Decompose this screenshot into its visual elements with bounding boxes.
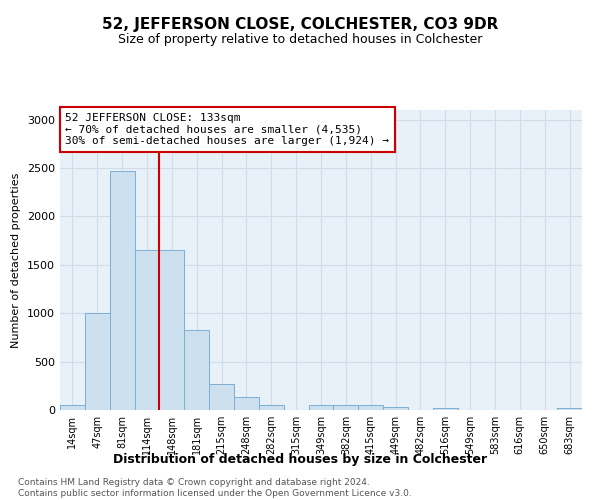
Bar xyxy=(209,384,234,410)
Bar xyxy=(334,405,358,410)
Text: 52 JEFFERSON CLOSE: 133sqm
← 70% of detached houses are smaller (4,535)
30% of s: 52 JEFFERSON CLOSE: 133sqm ← 70% of deta… xyxy=(65,113,389,146)
Bar xyxy=(433,408,458,410)
Bar xyxy=(308,405,334,410)
Bar xyxy=(259,405,284,410)
Bar xyxy=(160,250,184,410)
Bar xyxy=(234,398,259,410)
Text: Size of property relative to detached houses in Colchester: Size of property relative to detached ho… xyxy=(118,32,482,46)
Text: 52, JEFFERSON CLOSE, COLCHESTER, CO3 9DR: 52, JEFFERSON CLOSE, COLCHESTER, CO3 9DR xyxy=(102,18,498,32)
Bar xyxy=(383,407,408,410)
Bar xyxy=(358,405,383,410)
Bar xyxy=(184,330,209,410)
Y-axis label: Number of detached properties: Number of detached properties xyxy=(11,172,22,348)
Text: Distribution of detached houses by size in Colchester: Distribution of detached houses by size … xyxy=(113,452,487,466)
Bar xyxy=(85,313,110,410)
Bar xyxy=(110,171,134,410)
Bar xyxy=(134,250,160,410)
Text: Contains HM Land Registry data © Crown copyright and database right 2024.
Contai: Contains HM Land Registry data © Crown c… xyxy=(18,478,412,498)
Bar xyxy=(60,405,85,410)
Bar xyxy=(557,408,582,410)
